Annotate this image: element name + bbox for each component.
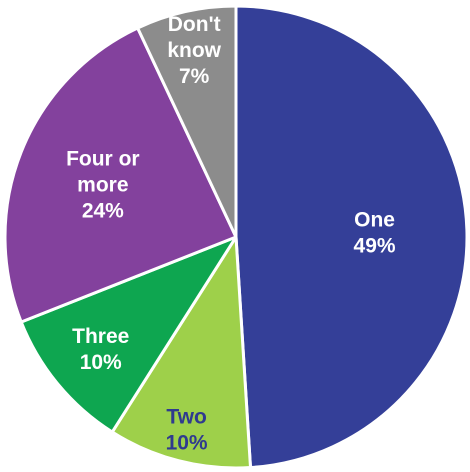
pie-label-one: One 49% bbox=[354, 209, 396, 258]
slice-category-label: more bbox=[77, 173, 128, 196]
slice-value-label: 10% bbox=[80, 351, 122, 374]
pie-label-two: Two 10% bbox=[166, 405, 208, 454]
slice-category-label: Don't bbox=[168, 13, 221, 36]
slice-category-label: One bbox=[354, 209, 395, 232]
pie-label-four-or-more: Four or more 24% bbox=[66, 147, 140, 222]
slice-category-label: Three bbox=[72, 325, 129, 348]
pie-slice-don-t-know bbox=[136, 4, 238, 239]
pie-label-three: Three 10% bbox=[72, 325, 129, 374]
pie-slice-three bbox=[19, 235, 238, 434]
pie-labels: One 49% Two 10% Three 10% Four or more 24% Don't k… bbox=[66, 13, 396, 455]
pie-slice-two bbox=[110, 235, 253, 470]
pie-slice-one bbox=[234, 4, 469, 470]
slice-category-label: Two bbox=[166, 405, 206, 428]
slice-category-label: know bbox=[167, 39, 221, 62]
slice-value-label: 7% bbox=[179, 65, 210, 88]
slice-value-label: 10% bbox=[166, 431, 208, 454]
pie-slices bbox=[3, 4, 469, 470]
slice-value-label: 24% bbox=[82, 199, 124, 222]
slice-category-label: Four or bbox=[66, 147, 140, 170]
pie-slice-four-or-more bbox=[3, 26, 238, 324]
pie-label-don-t-know: Don't know 7% bbox=[167, 13, 221, 88]
slice-value-label: 49% bbox=[354, 235, 396, 258]
